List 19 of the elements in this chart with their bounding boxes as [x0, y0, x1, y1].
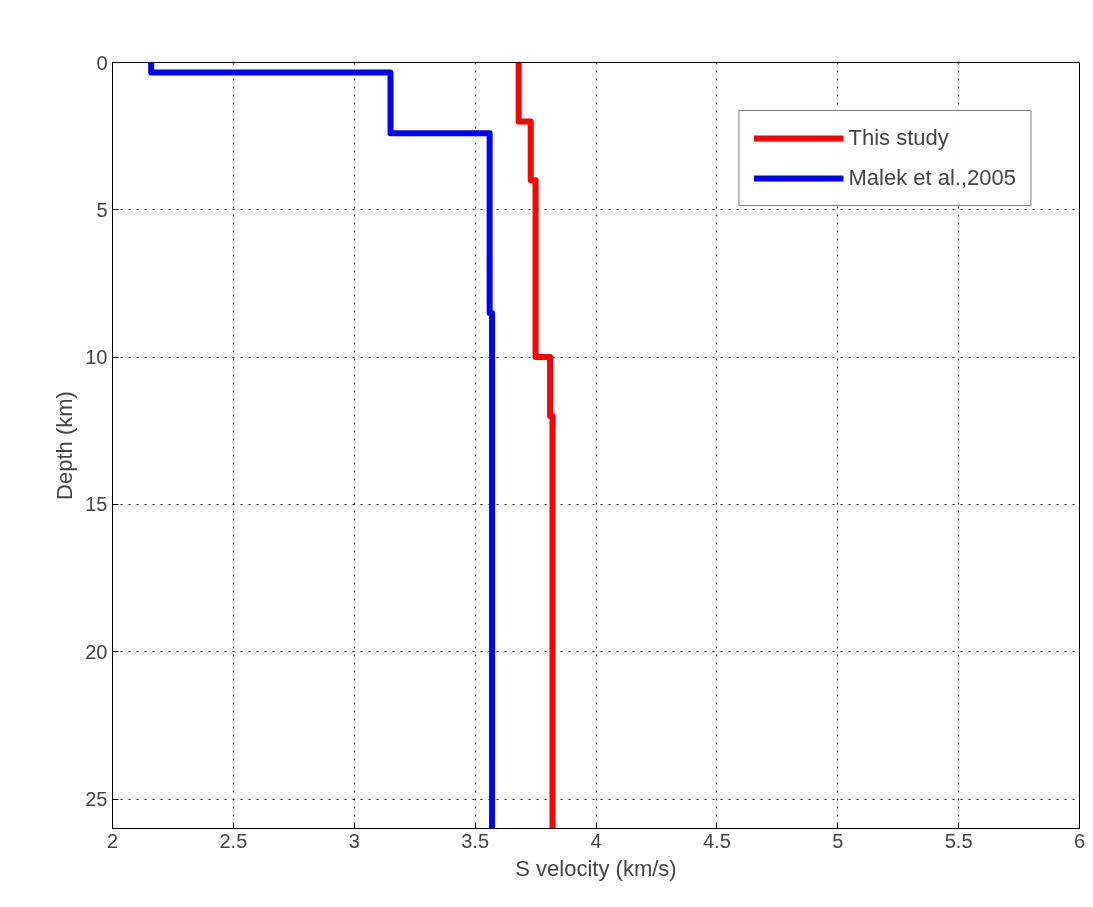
- x-tick-label: 4.5: [702, 829, 731, 852]
- y-tick-label: 10: [85, 346, 108, 369]
- legend-label: This study: [848, 125, 949, 151]
- y-tick-label: 25: [85, 788, 108, 811]
- x-tick-label: 3: [348, 829, 360, 852]
- y-tick-label: 20: [85, 640, 108, 663]
- x-tick-label: 2: [106, 829, 119, 852]
- x-tick-label: 4: [590, 829, 602, 852]
- x-tick-label: 5.5: [944, 829, 973, 852]
- y-tick-label: 0: [96, 51, 108, 74]
- legend-label: Malek et al.,2005: [848, 165, 1016, 191]
- x-axis-title: S velocity (km/s): [515, 855, 677, 881]
- y-tick-label: 5: [96, 198, 108, 221]
- x-tick-label: 2.5: [219, 829, 248, 852]
- x-tick-label: 3.5: [461, 829, 490, 852]
- y-tick-label: 15: [85, 493, 108, 516]
- x-tick-label: 6: [1073, 829, 1086, 852]
- y-axis-title: Depth (km): [52, 391, 78, 500]
- x-tick-label: 5: [832, 829, 844, 852]
